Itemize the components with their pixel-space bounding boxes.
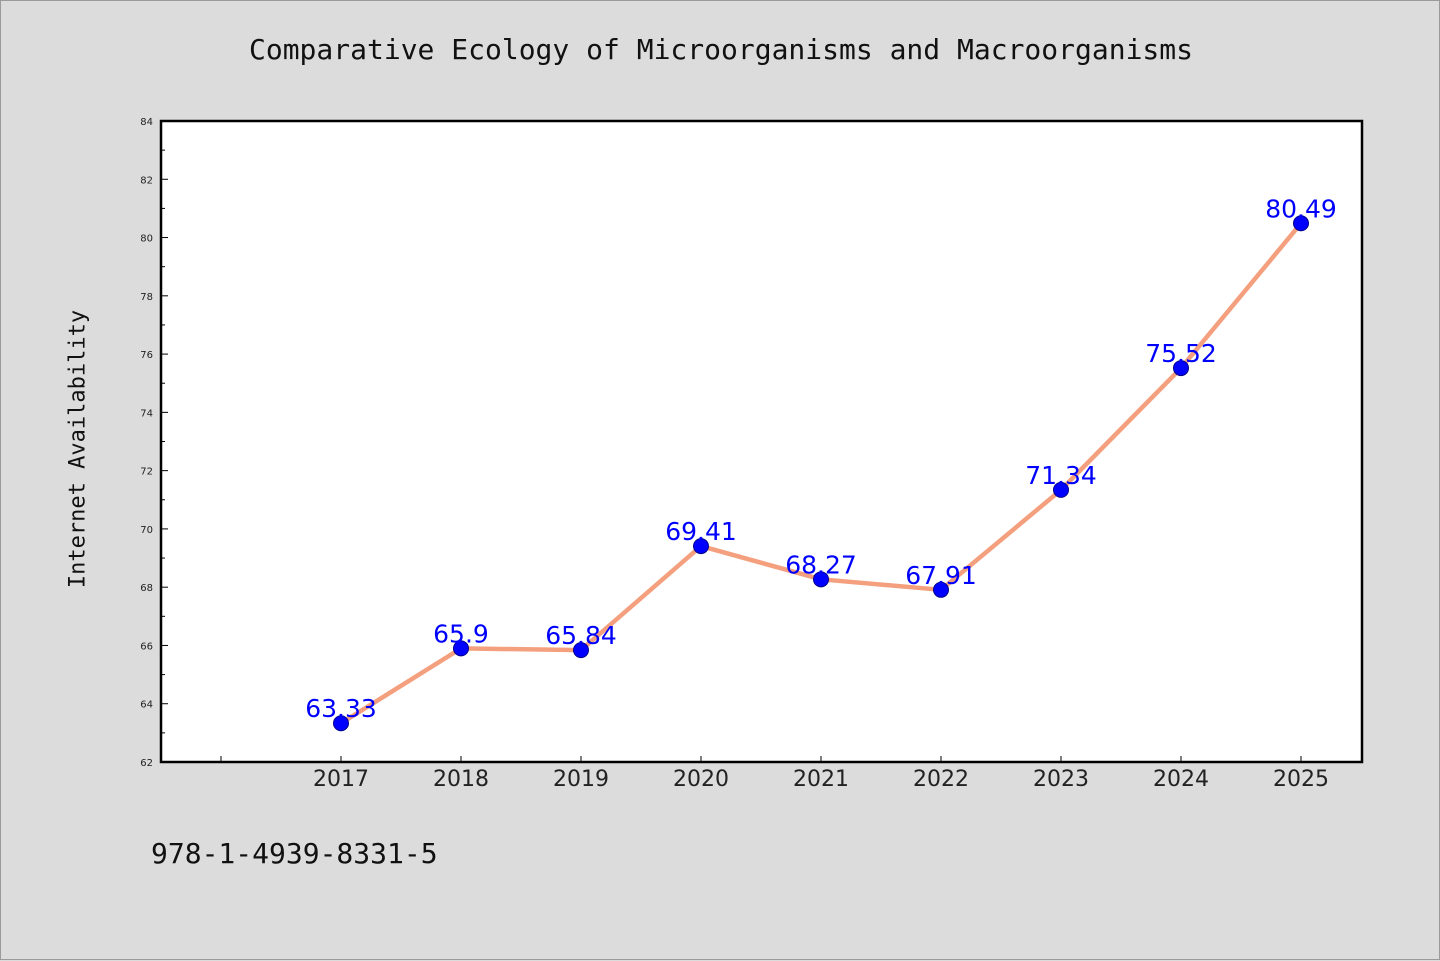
data-label: 65.9 [433, 619, 489, 648]
data-point [333, 715, 349, 732]
plot-frame [159, 119, 1364, 764]
data-label: 71.34 [1025, 461, 1097, 490]
y-tick-label: 74 [140, 408, 153, 419]
x-tick-label: 2019 [553, 767, 609, 792]
y-tick-label: 80 [140, 234, 153, 245]
y-tick-label: 76 [140, 350, 153, 361]
data-point [573, 642, 589, 659]
data-point [453, 640, 469, 657]
y-tick-label: 66 [140, 641, 153, 652]
y-tick-label: 62 [140, 758, 153, 769]
data-label: 80.49 [1265, 194, 1337, 223]
data-point [693, 538, 709, 555]
data-label: 67.91 [905, 561, 977, 590]
data-point [1053, 481, 1069, 498]
y-tick-label: 64 [140, 700, 153, 711]
data-label: 69.41 [665, 517, 737, 546]
y-tick-label: 84 [140, 117, 153, 128]
data-label: 65.84 [545, 621, 617, 650]
data-point [813, 571, 829, 588]
x-tick-label: 2025 [1273, 767, 1329, 792]
y-tick-label: 72 [140, 467, 153, 478]
chart-title: Comparative Ecology of Microorganisms an… [248, 33, 1193, 66]
data-point [1293, 215, 1309, 232]
x-tick-label: 2018 [433, 767, 489, 792]
isbn-footnote: 978-1-4939-8331-5 [151, 837, 438, 870]
data-label: 68.27 [785, 550, 857, 579]
x-tick-label: 2022 [913, 767, 969, 792]
x-tick-label: 2024 [1153, 767, 1209, 792]
y-tick-label: 70 [140, 525, 153, 536]
data-label: 75.52 [1145, 339, 1217, 368]
x-tick-label: 2017 [313, 767, 369, 792]
x-tick-label: 2021 [793, 767, 849, 792]
y-tick-label: 78 [140, 292, 153, 303]
y-tick-label: 68 [140, 583, 153, 594]
x-tick-label: 2020 [673, 767, 729, 792]
data-point [1173, 360, 1189, 377]
data-label: 63.33 [305, 694, 377, 723]
data-point [933, 581, 949, 598]
x-tick-label: 2023 [1033, 767, 1089, 792]
y-tick-label: 82 [140, 175, 153, 186]
